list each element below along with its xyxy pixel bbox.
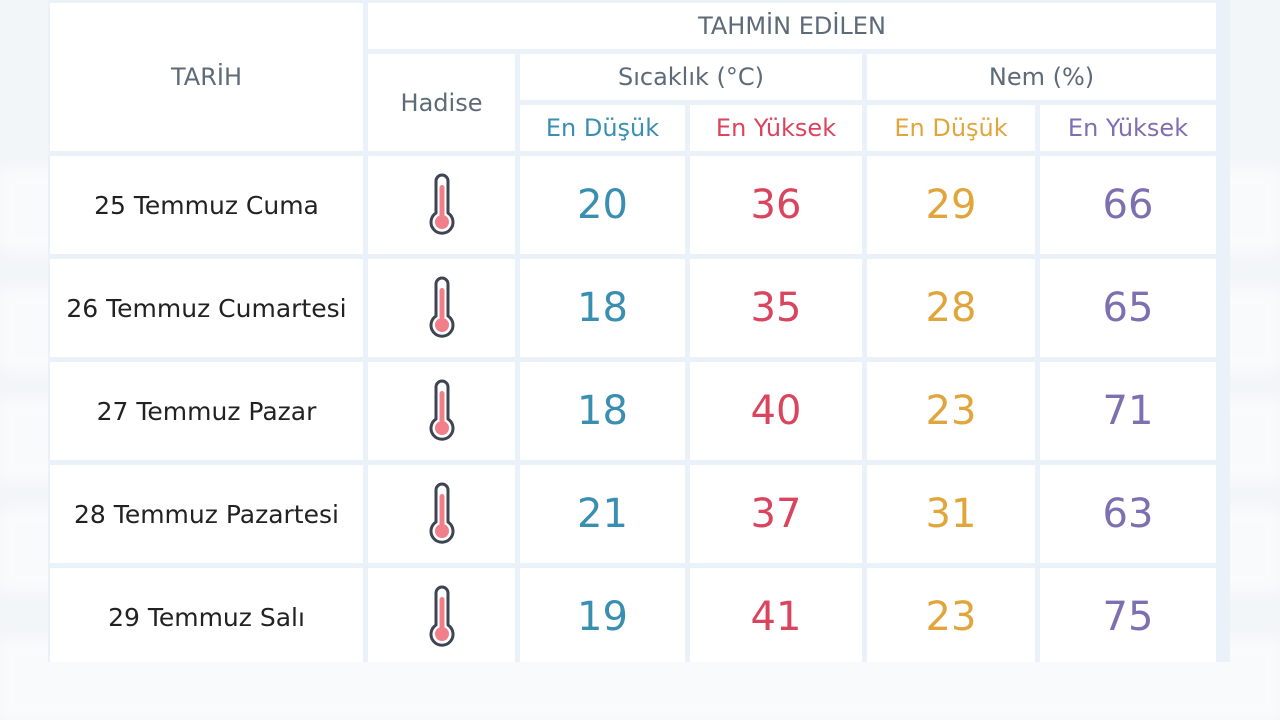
column-header-temperature: Sıcaklık (°C) bbox=[520, 54, 862, 100]
row-date: 25 Temmuz Cuma bbox=[50, 156, 363, 254]
row-event bbox=[368, 465, 515, 563]
humidity-low-value: 31 bbox=[867, 465, 1035, 563]
temp-low-value: 18 bbox=[520, 362, 685, 460]
column-header-event: Hadise bbox=[368, 54, 515, 151]
temp-low-value: 18 bbox=[520, 259, 685, 357]
humidity-low-value: 23 bbox=[867, 362, 1035, 460]
table-row: 28 Temmuz Pazartesi 21 37 31 63 bbox=[50, 465, 1216, 563]
row-event bbox=[368, 259, 515, 357]
table-row: 26 Temmuz Cumartesi 18 35 28 65 bbox=[50, 259, 1216, 357]
row-event bbox=[368, 362, 515, 460]
thermometer-icon bbox=[425, 173, 459, 237]
thermometer-icon bbox=[425, 276, 459, 340]
forecast-table: TARİH TAHMİN EDİLEN Hadise Sıcaklık (°C)… bbox=[48, 0, 1221, 662]
row-event bbox=[368, 568, 515, 662]
thermometer-icon bbox=[425, 482, 459, 546]
table-row: 25 Temmuz Cuma 20 36 29 66 bbox=[50, 156, 1216, 254]
row-date: 26 Temmuz Cumartesi bbox=[50, 259, 363, 357]
subheader-temp-high: En Yüksek bbox=[690, 105, 862, 151]
humidity-high-value: 66 bbox=[1040, 156, 1216, 254]
table-row: 27 Temmuz Pazar 18 40 23 71 bbox=[50, 362, 1216, 460]
humidity-high-value: 71 bbox=[1040, 362, 1216, 460]
forecast-table-panel: TARİH TAHMİN EDİLEN Hadise Sıcaklık (°C)… bbox=[48, 0, 1230, 662]
row-date: 28 Temmuz Pazartesi bbox=[50, 465, 363, 563]
temp-high-value: 36 bbox=[690, 156, 862, 254]
humidity-high-value: 75 bbox=[1040, 568, 1216, 662]
temp-high-value: 41 bbox=[690, 568, 862, 662]
humidity-low-value: 29 bbox=[867, 156, 1035, 254]
humidity-high-value: 65 bbox=[1040, 259, 1216, 357]
temp-high-value: 40 bbox=[690, 362, 862, 460]
row-event bbox=[368, 156, 515, 254]
temp-high-value: 35 bbox=[690, 259, 862, 357]
row-date: 29 Temmuz Salı bbox=[50, 568, 363, 662]
column-header-date: TARİH bbox=[50, 3, 363, 151]
temp-low-value: 19 bbox=[520, 568, 685, 662]
subheader-temp-low: En Düşük bbox=[520, 105, 685, 151]
humidity-high-value: 63 bbox=[1040, 465, 1216, 563]
table-row: 29 Temmuz Salı 19 41 23 75 bbox=[50, 568, 1216, 662]
forecast-group-header: TAHMİN EDİLEN bbox=[368, 3, 1216, 49]
subheader-humidity-low: En Düşük bbox=[867, 105, 1035, 151]
humidity-low-value: 23 bbox=[867, 568, 1035, 662]
column-header-humidity: Nem (%) bbox=[867, 54, 1216, 100]
temp-high-value: 37 bbox=[690, 465, 862, 563]
thermometer-icon bbox=[425, 585, 459, 649]
row-date: 27 Temmuz Pazar bbox=[50, 362, 363, 460]
thermometer-icon bbox=[425, 379, 459, 443]
subheader-humidity-high: En Yüksek bbox=[1040, 105, 1216, 151]
temp-low-value: 21 bbox=[520, 465, 685, 563]
temp-low-value: 20 bbox=[520, 156, 685, 254]
humidity-low-value: 28 bbox=[867, 259, 1035, 357]
